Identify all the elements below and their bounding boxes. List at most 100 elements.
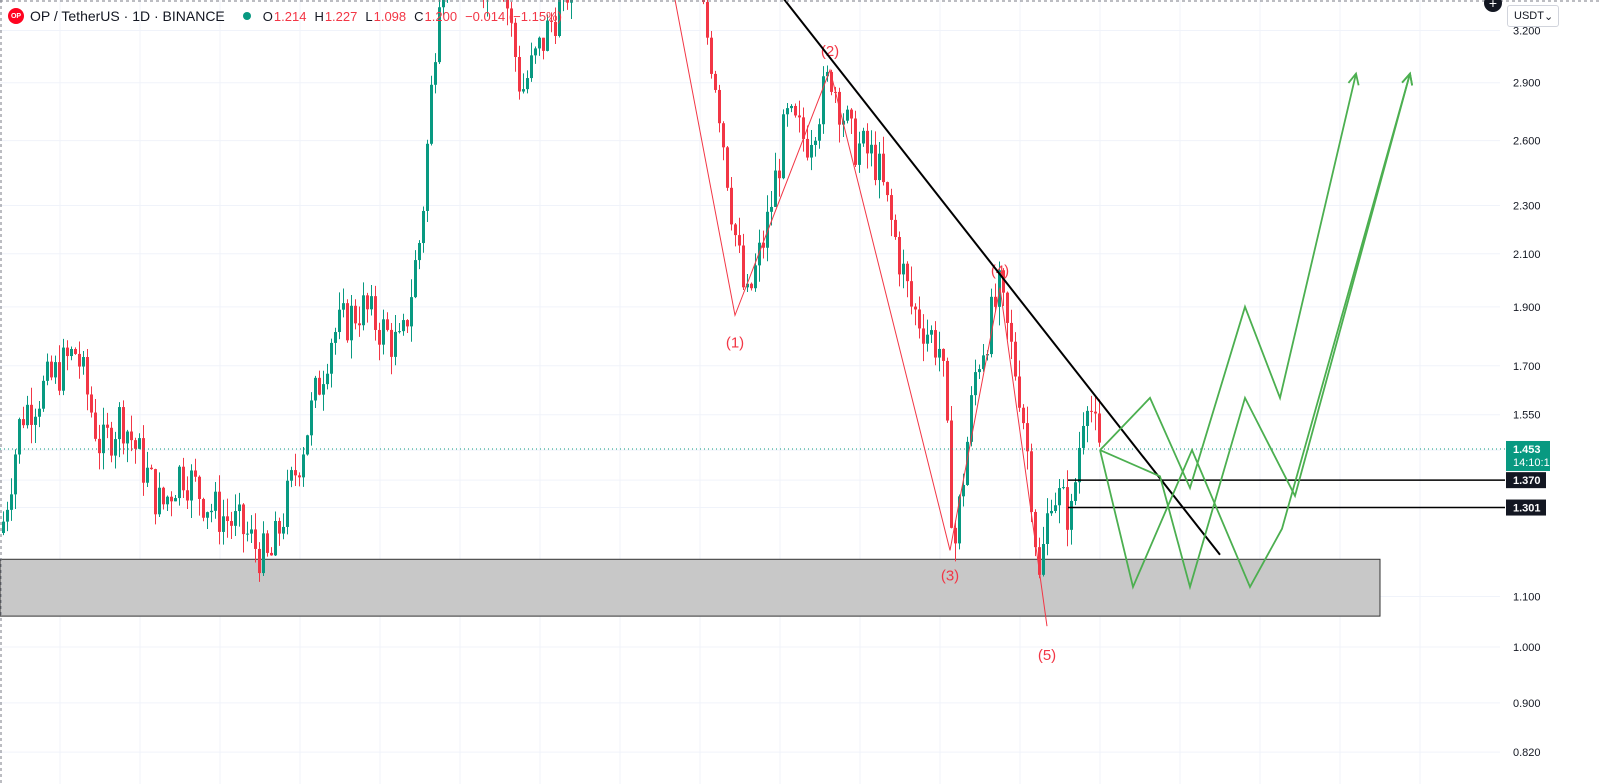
high-value: 1.227 <box>324 8 358 24</box>
candle-body <box>974 372 977 396</box>
candle-body <box>514 22 517 58</box>
candle-body <box>286 480 289 527</box>
candle-body <box>946 360 949 421</box>
projection-arrowhead <box>1401 71 1414 86</box>
candle-body <box>854 118 857 165</box>
candle-body <box>366 295 369 310</box>
plus-icon[interactable]: + <box>1484 0 1502 12</box>
price-tick-label: 1.700 <box>1513 361 1541 373</box>
low-label: L <box>365 8 373 24</box>
op-logo-icon[interactable]: OP <box>8 8 24 24</box>
candle-body <box>410 297 413 327</box>
candle-body <box>334 332 337 343</box>
candle-body <box>1010 322 1013 342</box>
candle-body <box>1034 511 1037 548</box>
candle-body <box>22 419 25 426</box>
current-price-tag[interactable] <box>1506 440 1550 471</box>
wave-label: (2) <box>821 43 839 60</box>
candle-body <box>530 55 533 79</box>
candle-body <box>422 210 425 244</box>
candle-body <box>714 73 717 90</box>
candle-body <box>238 504 241 512</box>
candle-body <box>774 170 777 207</box>
candle-body <box>118 407 121 440</box>
candle-body <box>1042 543 1045 575</box>
candle-body <box>306 435 309 455</box>
candle-body <box>990 296 993 355</box>
candle-body <box>738 235 741 246</box>
level-lines[interactable] <box>1068 479 1505 509</box>
price-tick-label: 2.600 <box>1513 136 1541 148</box>
candle-body <box>1022 407 1025 424</box>
candle-body <box>734 224 737 236</box>
candle-body <box>402 320 405 332</box>
candle-body <box>326 373 329 385</box>
candle-body <box>846 109 849 121</box>
candle-body <box>34 416 37 425</box>
candle-body <box>150 467 153 470</box>
candle-body <box>374 296 377 330</box>
low-value: 1.098 <box>373 8 407 24</box>
price-tick-label: 1.900 <box>1513 302 1541 314</box>
level-tag[interactable] <box>1506 499 1546 516</box>
candle-body <box>1030 451 1033 512</box>
symbol-title[interactable]: OP / TetherUS · 1D · BINANCE <box>30 8 225 24</box>
currency-select[interactable]: USDT ⌄ <box>1507 5 1559 27</box>
candle-body <box>926 334 929 344</box>
candle-body <box>170 496 173 502</box>
candle-body <box>1026 423 1029 452</box>
candle-body <box>106 424 109 428</box>
candle-body <box>1070 500 1073 530</box>
candle-body <box>126 431 129 444</box>
candle-body <box>166 496 169 505</box>
candle-body <box>322 384 325 395</box>
candle-body <box>66 347 69 357</box>
candle-body <box>962 484 965 497</box>
current-price-label: 1.453 <box>1513 444 1541 456</box>
trendline[interactable] <box>640 0 1221 556</box>
candle-body <box>506 0 509 9</box>
candle-body <box>910 281 913 307</box>
candle-body <box>906 263 909 282</box>
candle-body <box>338 309 341 333</box>
candle-body <box>102 424 105 454</box>
candle-body <box>806 138 809 158</box>
candle-body <box>566 0 569 3</box>
candle-body <box>758 242 761 266</box>
candle-body <box>42 380 45 409</box>
projection-paths[interactable] <box>1099 71 1414 591</box>
candle-body <box>90 394 93 413</box>
candle-body <box>942 348 945 361</box>
market-status-icon[interactable] <box>242 12 251 20</box>
candle-body <box>762 242 765 248</box>
candle-body <box>162 487 165 505</box>
wave-label: (3) <box>941 567 959 584</box>
candle-body <box>510 8 513 23</box>
close-label: C <box>414 8 424 24</box>
level-tag[interactable] <box>1506 472 1546 489</box>
candle-body <box>262 533 265 574</box>
wave-path[interactable] <box>640 0 1048 627</box>
price-tick-label: 1.000 <box>1513 642 1541 654</box>
support-zone[interactable] <box>0 558 1381 617</box>
candle-body <box>542 37 545 51</box>
change-value: −0.014 (−1.15%) <box>465 8 562 24</box>
price-axis[interactable]: 5.4004.8004.4004.0003.6003.2002.9002.600… <box>1506 0 1556 784</box>
candle-body <box>950 420 953 528</box>
candle-body <box>718 89 721 124</box>
projection-path[interactable] <box>1099 73 1411 591</box>
candle-body <box>790 105 793 109</box>
candle-body <box>294 470 297 476</box>
candle-body <box>406 320 409 327</box>
candle-body <box>866 130 869 154</box>
projection-path[interactable] <box>1099 73 1357 491</box>
candle-body <box>890 195 893 220</box>
candle-body <box>850 109 853 119</box>
candle-body <box>778 170 781 179</box>
candle-body <box>830 71 833 92</box>
candle-body <box>786 108 789 115</box>
candle-body <box>1054 505 1057 511</box>
candle-body <box>178 466 181 499</box>
projection-path[interactable] <box>1099 73 1411 590</box>
